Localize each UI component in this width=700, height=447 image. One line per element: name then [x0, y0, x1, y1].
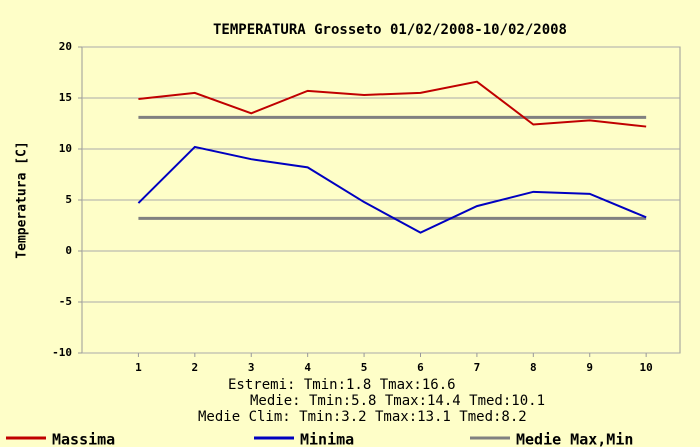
chart-title: TEMPERATURA Grosseto 01/02/2008-10/02/20… [213, 22, 567, 38]
series-line [137, 145, 647, 234]
legend-label: Minima [300, 431, 354, 447]
x-tick-label: 2 [192, 361, 199, 374]
x-tick-label: 5 [361, 361, 368, 374]
y-tick-label: 15 [59, 91, 72, 104]
x-tick-label: 8 [530, 361, 537, 374]
legend-label: Massima [52, 431, 115, 447]
y-tick-label: 10 [59, 142, 72, 155]
y-tick-label: 0 [65, 244, 72, 257]
annotation: Medie: Tmin:5.8 Tmax:14.4 Tmed:10.1 [250, 393, 545, 409]
x-tick-label: 7 [474, 361, 481, 374]
y-tick-label: -10 [52, 346, 72, 359]
x-tick-label: 3 [248, 361, 255, 374]
x-tick-label: 9 [586, 361, 593, 374]
y-tick-label: 5 [65, 193, 72, 206]
y-tick-label: -5 [59, 295, 72, 308]
y-axis-label: Temperatura [C] [15, 141, 30, 258]
legend-label: Medie Max,Min [516, 431, 633, 447]
x-tick-label: 1 [135, 361, 142, 374]
y-tick-label: 20 [59, 40, 72, 53]
annotation: Estremi: Tmin:1.8 Tmax:16.6 [228, 377, 456, 393]
annotation: Medie Clim: Tmin:3.2 Tmax:13.1 Tmed:8.2 [198, 409, 527, 425]
x-tick-label: 4 [304, 361, 311, 374]
x-tick-label: 6 [417, 361, 424, 374]
series-line [138, 80, 647, 128]
x-tick-label: 10 [640, 361, 653, 374]
